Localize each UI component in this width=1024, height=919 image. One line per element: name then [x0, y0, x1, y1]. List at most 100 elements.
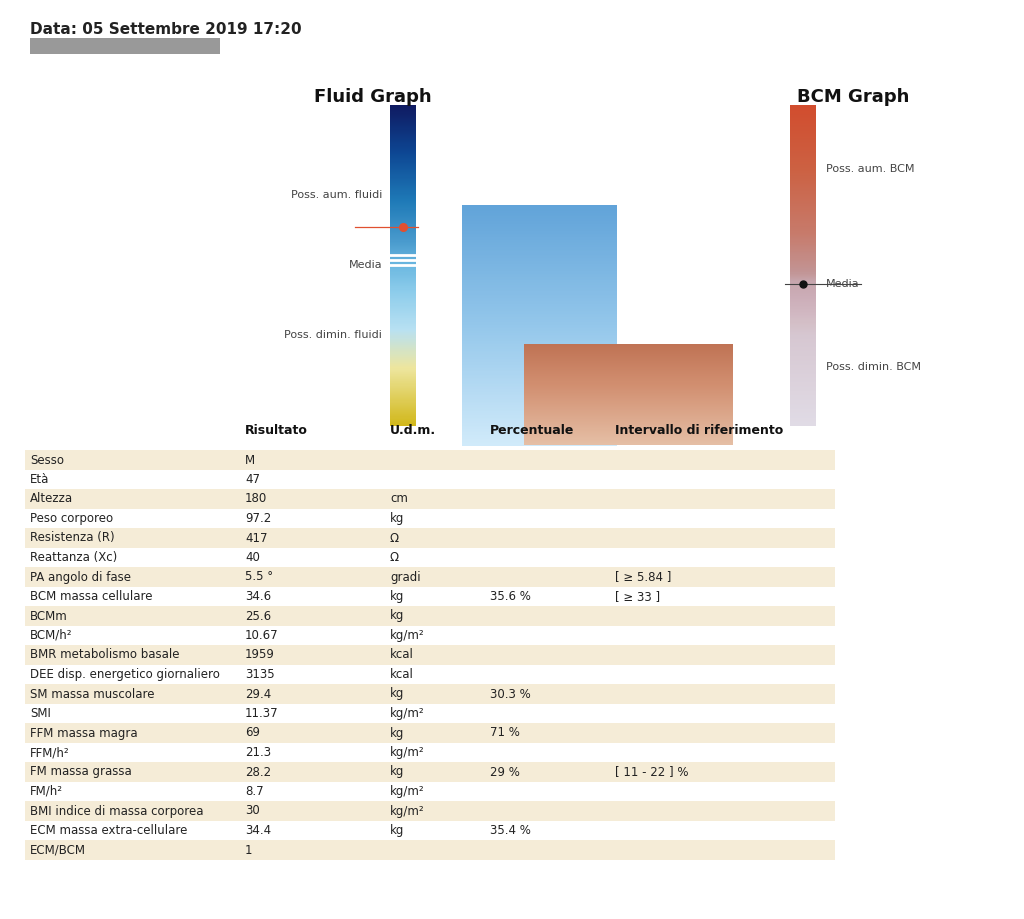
Bar [462, 246, 617, 249]
Bar [462, 347, 617, 349]
Bar [390, 314, 416, 315]
Bar [390, 370, 416, 372]
Bar [790, 369, 816, 371]
Bar [524, 424, 733, 425]
Bar [790, 247, 816, 248]
Bar [390, 252, 416, 254]
Bar [790, 308, 816, 309]
Bar [790, 210, 816, 212]
Bar [390, 315, 416, 317]
Bar [462, 406, 617, 409]
Bar [390, 329, 416, 331]
Bar [390, 305, 416, 307]
Bar [790, 157, 816, 159]
Bar [390, 272, 416, 274]
Text: Media: Media [826, 279, 859, 289]
Bar [462, 418, 617, 420]
Bar [790, 402, 816, 403]
Bar [462, 351, 617, 353]
Bar [790, 289, 816, 291]
Text: 69: 69 [245, 727, 260, 740]
Bar [462, 330, 617, 332]
Bar [524, 366, 733, 367]
Bar [390, 243, 416, 244]
Text: 40: 40 [245, 551, 260, 564]
Bar [462, 437, 617, 439]
Text: Poss. dimin. BCM: Poss. dimin. BCM [826, 362, 921, 372]
Bar [390, 207, 416, 208]
Bar [790, 137, 816, 139]
Bar [390, 347, 416, 348]
Bar [390, 423, 416, 425]
Bar [462, 381, 617, 383]
Bar [390, 313, 416, 314]
Bar [524, 356, 733, 357]
Bar [390, 236, 416, 238]
Bar [790, 369, 816, 370]
Bar [462, 237, 617, 239]
Bar [390, 360, 416, 361]
Bar [524, 349, 733, 351]
Bar [25, 509, 835, 528]
Bar [790, 389, 816, 391]
Bar [390, 122, 416, 124]
Bar [524, 398, 733, 399]
Bar [462, 240, 617, 243]
Bar [524, 429, 733, 430]
Bar [524, 433, 733, 435]
Bar [462, 386, 617, 388]
Bar [462, 300, 617, 301]
Bar [390, 318, 416, 320]
Bar [790, 410, 816, 412]
Bar [390, 301, 416, 303]
Bar [462, 362, 617, 364]
Bar [390, 281, 416, 282]
Bar [390, 354, 416, 355]
Bar [390, 124, 416, 126]
Bar [390, 126, 416, 128]
Bar [790, 323, 816, 324]
Bar [390, 108, 416, 109]
Bar [390, 277, 416, 278]
Bar [390, 388, 416, 390]
Bar [790, 195, 816, 196]
Bar [790, 343, 816, 345]
Text: kg/m²: kg/m² [390, 707, 425, 720]
Bar [462, 326, 617, 329]
Bar [524, 420, 733, 421]
Bar [462, 416, 617, 418]
Bar [790, 184, 816, 186]
Bar [524, 347, 733, 348]
Bar [462, 429, 617, 431]
Bar [390, 302, 416, 304]
Bar [462, 289, 617, 290]
Bar [462, 306, 617, 308]
Text: BMR metabolismo basale: BMR metabolismo basale [30, 649, 179, 662]
Bar [790, 398, 816, 400]
Bar [790, 370, 816, 372]
Bar [390, 159, 416, 161]
Bar [462, 233, 617, 234]
Bar [462, 220, 617, 221]
Bar [790, 191, 816, 193]
Bar [390, 117, 416, 119]
Bar [790, 203, 816, 205]
Bar [462, 256, 617, 258]
Bar [462, 412, 617, 414]
Bar [390, 241, 416, 242]
Bar [390, 204, 416, 206]
Bar [524, 435, 733, 437]
Bar [524, 388, 733, 389]
Text: Poss. aum. fluidi: Poss. aum. fluidi [291, 189, 382, 199]
Bar [462, 231, 617, 233]
Bar [25, 704, 835, 723]
Bar [790, 422, 816, 424]
Bar [462, 402, 617, 403]
Text: kg: kg [390, 766, 404, 778]
Bar [790, 211, 816, 213]
Bar [462, 261, 617, 263]
Bar [790, 341, 816, 342]
Bar [462, 309, 617, 312]
Bar [524, 374, 733, 376]
Bar [790, 376, 816, 378]
